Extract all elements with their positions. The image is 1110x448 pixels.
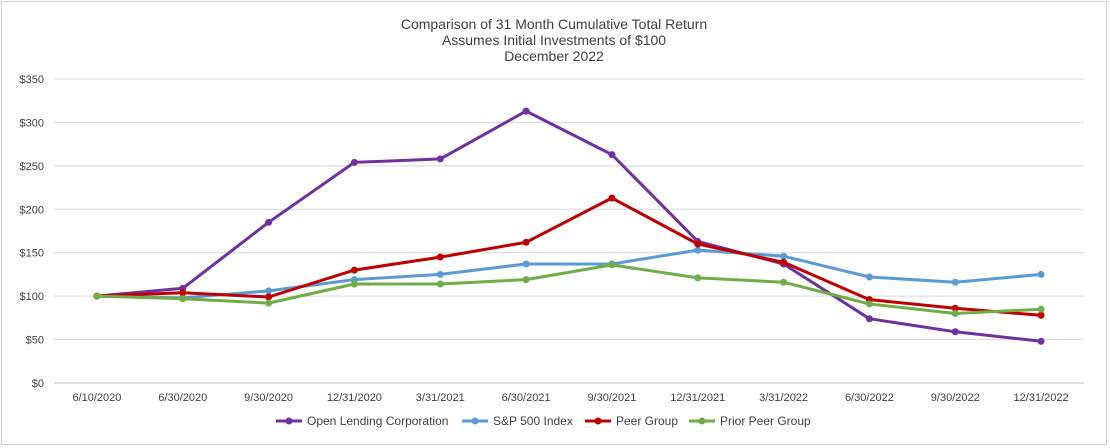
data-point (1037, 337, 1045, 345)
data-point (522, 276, 530, 284)
data-point (951, 278, 959, 286)
y-tick-label: $50 (26, 335, 44, 347)
data-point (694, 246, 702, 254)
legend-label: Peer Group (616, 414, 678, 428)
gridlines (54, 78, 1084, 384)
data-point (865, 315, 873, 323)
chart-title: Comparison of 31 Month Cumulative Total … (401, 16, 707, 64)
data-point (93, 292, 101, 300)
x-tick-label: 3/31/2021 (416, 392, 465, 404)
data-point (522, 238, 530, 246)
legend-item: Open Lending Corporation (276, 414, 448, 428)
legend-label: S&P 500 Index (493, 414, 573, 428)
legend: Open Lending Corporation S&P 500 Index Pee… (276, 414, 811, 428)
chart-title-line-3: December 2022 (504, 48, 604, 64)
data-point (608, 194, 616, 202)
legend-swatch-marker (698, 417, 706, 425)
x-tick-label: 12/31/2022 (1014, 392, 1069, 404)
y-axis-tick-labels: $0 $50 $100 $150 $200 $250 $300 $350 (20, 74, 44, 390)
x-tick-label: 9/30/2021 (587, 392, 636, 404)
data-point (436, 270, 444, 278)
legend-label: Prior Peer Group (720, 414, 811, 428)
chart-title-line-2: Assumes Initial Investments of $100 (442, 32, 666, 48)
chart-title-line-1: Comparison of 31 Month Cumulative Total … (401, 16, 707, 32)
legend-label: Open Lending Corporation (307, 414, 448, 428)
data-point (436, 280, 444, 288)
data-point (694, 274, 702, 282)
data-point (436, 253, 444, 261)
series-lines (93, 107, 1045, 345)
x-tick-label: 6/30/2020 (158, 392, 207, 404)
data-point (608, 151, 616, 159)
series-s-p-500-index (93, 246, 1045, 302)
series-open-lending-corporation (93, 107, 1045, 345)
y-tick-label: $350 (20, 74, 44, 86)
data-point (265, 218, 273, 226)
legend-swatch-marker (285, 417, 293, 425)
data-point (780, 278, 788, 286)
data-point (865, 273, 873, 281)
data-point (350, 158, 358, 166)
legend-item: Prior Peer Group (689, 414, 811, 428)
series-line (96, 196, 1042, 317)
data-point (436, 155, 444, 163)
data-point (694, 240, 702, 248)
series-line (96, 109, 1042, 343)
x-tick-label: 6/30/2021 (502, 392, 551, 404)
data-point (350, 266, 358, 274)
x-tick-label: 3/31/2022 (759, 392, 808, 404)
legend-swatch-marker (594, 417, 602, 425)
data-point (179, 295, 187, 303)
x-tick-label: 9/30/2020 (244, 392, 293, 404)
legend-swatch-marker (471, 417, 479, 425)
y-tick-label: $250 (20, 161, 44, 173)
data-point (265, 287, 273, 295)
data-point (265, 299, 273, 307)
data-point (179, 289, 187, 297)
y-tick-label: $150 (20, 248, 44, 260)
y-tick-label: $300 (20, 117, 44, 129)
data-point (522, 107, 530, 115)
data-point (951, 304, 959, 312)
x-tick-label: 12/31/2021 (670, 392, 725, 404)
legend-item: S&P 500 Index (462, 414, 573, 428)
x-tick-label: 12/31/2020 (327, 392, 382, 404)
x-axis-tick-labels: 6/10/2020 6/30/2020 9/30/2020 12/31/2020 3/3… (72, 392, 1068, 404)
data-point (1037, 311, 1045, 319)
data-point (951, 310, 959, 318)
data-point (350, 280, 358, 288)
data-point (780, 258, 788, 266)
y-tick-label: $0 (32, 378, 44, 390)
y-tick-label: $100 (20, 291, 44, 303)
data-point (522, 260, 530, 268)
legend-item: Peer Group (585, 414, 678, 428)
data-point (951, 328, 959, 336)
series-line (96, 263, 1042, 315)
data-point (865, 300, 873, 308)
series-line (96, 248, 1042, 300)
x-tick-label: 6/30/2022 (845, 392, 894, 404)
data-point (265, 293, 273, 301)
series-prior-peer-group (93, 261, 1045, 318)
data-point (608, 261, 616, 269)
x-tick-label: 6/10/2020 (72, 392, 121, 404)
x-tick-label: 9/30/2022 (931, 392, 980, 404)
data-point (1037, 305, 1045, 313)
data-point (1037, 270, 1045, 278)
data-point (780, 252, 788, 260)
y-tick-label: $200 (20, 204, 44, 216)
